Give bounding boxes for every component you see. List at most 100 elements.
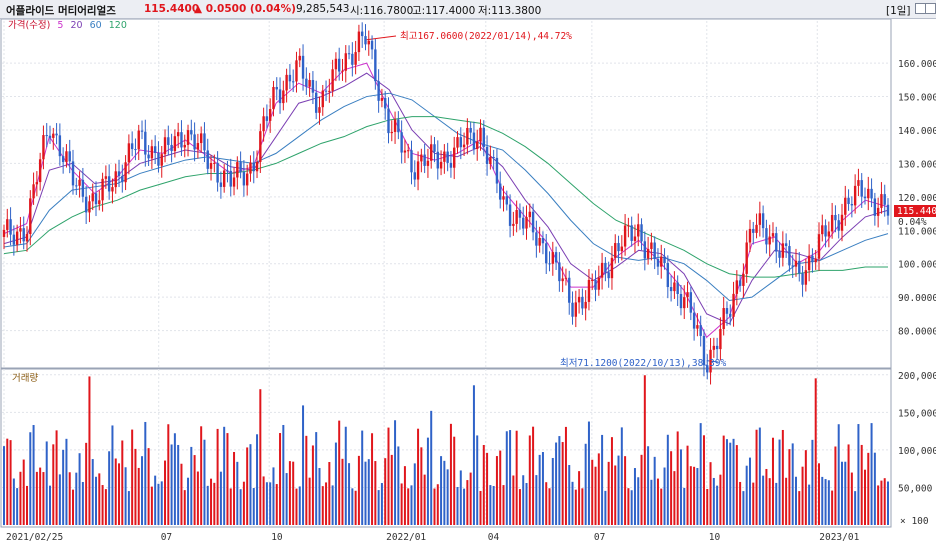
candle-body [614,243,617,258]
volume-bar [860,444,863,525]
candle-body [610,257,614,279]
candle-body [623,225,627,247]
candle-body [847,197,850,205]
volume-bar [121,440,124,525]
volume-bar [732,438,735,525]
candle-body [407,150,410,152]
candle-body [472,132,476,150]
candle-body [650,242,653,249]
candle-body [604,262,607,273]
candle-body [193,134,196,150]
volume-bar [265,482,268,525]
candle-body [880,194,883,208]
volume-bar [325,482,328,525]
volume-bar [877,485,880,525]
volume-bar [604,490,607,525]
volume-bar [505,431,508,525]
candle-body [725,308,729,314]
candle-body [581,296,584,309]
volume-bar [380,483,383,525]
volume-bar [811,439,814,525]
candle-body [268,109,272,121]
volume-bar [502,485,505,525]
candle-body [262,116,265,132]
candle-body [538,237,541,246]
low-annotation-arrow [706,360,719,363]
candle-body [232,177,236,187]
volume-bar [840,461,843,525]
volume-bar [752,482,755,525]
volume-bar [518,489,521,525]
volume-bar [466,480,469,525]
candle-body [186,130,190,145]
volume-bar [111,425,114,525]
candle-body [821,225,824,235]
volume-bar [75,472,78,525]
candle-body [676,282,679,294]
candle-body [860,180,863,197]
candle-body [811,255,814,263]
candle-body [775,233,778,252]
candle-body [696,325,699,329]
volume-bar [561,442,564,525]
candle-body [2,229,6,237]
volume-bar [246,447,249,525]
volume-bar [141,456,144,525]
candle-body [121,175,124,183]
window-close-icon[interactable] [925,3,936,14]
candle-body [867,188,870,199]
volume-bar [361,430,364,525]
candle-body [850,204,854,206]
candle-body [525,217,528,229]
candle-body [321,90,324,108]
price-legend: 가격(수정) 5 20 60 120 [8,19,127,31]
candle-body [791,265,794,267]
volume-bar [390,454,393,525]
volume-bar [528,435,531,525]
volume-bar [798,491,801,525]
candle-body [627,225,630,227]
volume-bar [400,483,403,525]
volume-bar [420,447,423,525]
volume-bar [453,436,456,525]
candle-body [545,243,548,264]
candle-body [190,130,193,135]
candle-body [282,90,285,104]
candle-body [364,36,367,45]
candle-body [265,116,269,121]
period-selector[interactable]: [1일] [886,5,911,17]
candle-body [669,287,673,292]
volume-bar [601,434,604,525]
volume-bar [847,444,850,525]
volume-bar [114,458,117,525]
volume-bar [472,385,475,525]
volume-bar [272,467,275,525]
candle-body [370,40,374,50]
candle-body [722,308,725,330]
candle-body [620,246,624,252]
volume-bar [298,486,301,525]
volume-bar [785,477,788,525]
candle-body [114,171,117,188]
candle-body [65,151,68,163]
volume-bar [160,481,163,525]
volume-bar [433,488,436,525]
volume-bar [870,423,873,525]
candle-body [318,107,321,113]
date-tick-label: 10 [709,532,721,543]
stock-chart[interactable]: 80.0000 90.0000 100.0000 110.0000 120.0000 13… [0,19,936,546]
volume-bar [144,421,147,525]
candle-body [180,132,183,148]
volume-bar [706,488,709,525]
candle-body [55,133,58,136]
volume-bar [850,472,853,525]
volume-bar [187,477,190,525]
volume-bar [541,452,544,525]
candle-body [541,237,545,244]
candle-body [48,135,52,138]
candle-body [646,248,650,259]
volume-bar [857,424,860,525]
volume-bar [262,476,265,525]
candle-body [479,127,482,142]
volume-bar [739,481,742,525]
